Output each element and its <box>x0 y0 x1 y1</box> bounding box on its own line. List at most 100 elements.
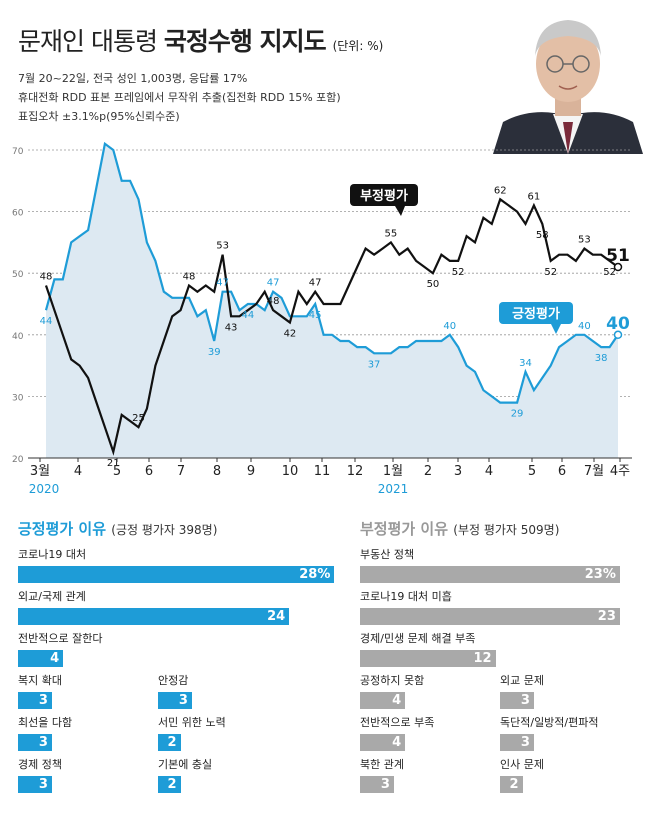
negative-data-label: 55 <box>385 228 398 239</box>
positive-data-label: 47 <box>216 278 229 289</box>
x-tick-label: 10 <box>282 464 299 479</box>
reason-bar: 3 <box>500 734 534 751</box>
positive-data-label: 45 <box>309 310 322 321</box>
positive-reasons-title: 긍정평가 이유 (긍정 평가자 398명) <box>18 518 217 539</box>
year-label: 2021 <box>378 482 409 496</box>
x-tick-label: 4 <box>485 464 493 479</box>
reason-bar: 23 <box>360 608 620 625</box>
x-tick-label: 3 <box>454 464 462 479</box>
reason-bar: 3 <box>500 692 534 709</box>
x-tick-label: 2 <box>424 464 432 479</box>
survey-meta-line: 휴대전화 RDD 표본 프레임에서 무작위 추출(집전화 RDD 15% 포함) <box>18 91 341 104</box>
unit-label: (단위: %) <box>332 39 384 53</box>
x-tick-label: 4 <box>74 464 82 479</box>
negative-data-label: 25 <box>132 413 145 424</box>
negative-data-label: 43 <box>225 322 238 333</box>
negative-data-label: 50 <box>427 279 440 290</box>
page-title: 문재인 대통령 국정수행 지지도 (단위: %) <box>18 22 383 58</box>
positive-series-area <box>46 143 618 459</box>
positive-data-label: 29 <box>511 409 524 420</box>
reason-bar: 3 <box>18 776 52 793</box>
positive-data-label: 37 <box>368 359 381 370</box>
reason-label: 복지 확대 <box>18 674 62 687</box>
positive-data-label: 38 <box>595 353 608 364</box>
x-tick-label: 1월 <box>383 464 403 479</box>
y-tick-label: 20 <box>12 455 24 465</box>
negative-data-label: 52 <box>452 267 465 278</box>
reason-bar: 3 <box>360 776 394 793</box>
positive-data-label: 71 <box>99 140 112 141</box>
x-tick-label: 12 <box>347 464 364 479</box>
reason-label: 인사 문제 <box>500 758 544 771</box>
positive-data-label: 40 <box>443 321 456 332</box>
positive-reasons-heading: 긍정평가 이유 <box>18 520 107 538</box>
reason-bar: 4 <box>360 692 406 709</box>
negative-endpoint-marker <box>613 262 623 272</box>
reason-bar: 12 <box>360 650 496 667</box>
y-tick-label: 30 <box>12 393 24 403</box>
reason-bar: 24 <box>18 608 290 625</box>
reason-label: 전반적으로 잘한다 <box>18 632 103 645</box>
negative-data-label: 48 <box>183 272 196 283</box>
year-label: 2020 <box>29 482 60 496</box>
positive-data-label: 34 <box>519 358 532 369</box>
negative-data-label: 62 <box>494 185 507 196</box>
negative-data-label: 48 <box>267 296 280 307</box>
reason-label: 북한 관계 <box>360 758 404 771</box>
x-tick-label: 9 <box>247 464 255 479</box>
reason-label: 안정감 <box>158 674 189 687</box>
y-tick-label: 60 <box>12 209 24 219</box>
x-tick-label: 7 <box>177 464 185 479</box>
x-tick-label: 3월 <box>30 464 50 479</box>
reason-label: 최선을 다함 <box>18 716 73 729</box>
reason-label: 전반적으로 부족 <box>360 716 435 729</box>
positive-series-line <box>44 141 619 404</box>
negative-data-label: 47 <box>309 278 322 289</box>
negative-data-label: 21 <box>107 458 120 469</box>
positive-data-label: 40 <box>606 314 630 334</box>
positive-data-label: 39 <box>208 347 221 358</box>
reason-bar: 3 <box>158 692 192 709</box>
reason-label: 독단적/일방적/편파적 <box>500 716 599 729</box>
positive-series-callout: 긍정평가 <box>499 302 573 334</box>
negative-data-label: 61 <box>528 191 541 202</box>
negative-data-label: 51 <box>606 246 630 266</box>
negative-data-label: 58 <box>536 230 549 241</box>
x-tick-label: 8 <box>213 464 221 479</box>
reason-bar: 2 <box>500 776 523 793</box>
positive-endpoint-marker <box>613 330 623 340</box>
x-tick-label: 7월 <box>584 464 604 479</box>
negative-series-callout: 부정평가 <box>350 184 418 216</box>
reason-bar: 3 <box>18 734 52 751</box>
negative-data-label: 42 <box>284 328 297 339</box>
reason-bar: 2 <box>158 734 181 751</box>
x-tick-label: 6 <box>145 464 153 479</box>
reason-label: 외교/국제 관계 <box>18 590 86 603</box>
reason-label: 기본에 충실 <box>158 758 213 771</box>
reason-bar: 4 <box>18 650 64 667</box>
x-tick-label: 6 <box>558 464 566 479</box>
positive-data-label: 44 <box>242 310 255 321</box>
reason-bar: 3 <box>18 692 52 709</box>
reason-label: 외교 문제 <box>500 674 544 687</box>
reason-label: 코로나19 대처 <box>18 548 87 561</box>
reason-bar: 23% <box>360 566 620 583</box>
title-bold: 국정수행 지지도 <box>163 27 327 56</box>
reason-label: 경제/민생 문제 해결 부족 <box>360 632 476 645</box>
positive-data-label: 47 <box>267 278 280 289</box>
negative-data-label: 52 <box>544 267 557 278</box>
y-tick-label: 70 <box>12 147 24 157</box>
negative-reasons-title: 부정평가 이유 (부정 평가자 509명) <box>360 518 559 539</box>
reason-label: 공정하지 못함 <box>360 674 425 687</box>
reason-label: 코로나19 대처 미흡 <box>360 590 452 603</box>
reason-bar: 4 <box>360 734 406 751</box>
positive-reasons-subtitle: (긍정 평가자 398명) <box>111 523 218 537</box>
positive-series-name: 긍정평가 <box>512 306 560 322</box>
reason-bar: 28% <box>18 566 335 583</box>
negative-series-name: 부정평가 <box>360 188 408 204</box>
title-prefix: 문재인 대통령 <box>18 27 158 56</box>
reason-label: 부동산 정책 <box>360 548 415 561</box>
x-tick-label: 5 <box>528 464 536 479</box>
x-tick-label: 4주 <box>610 464 630 479</box>
